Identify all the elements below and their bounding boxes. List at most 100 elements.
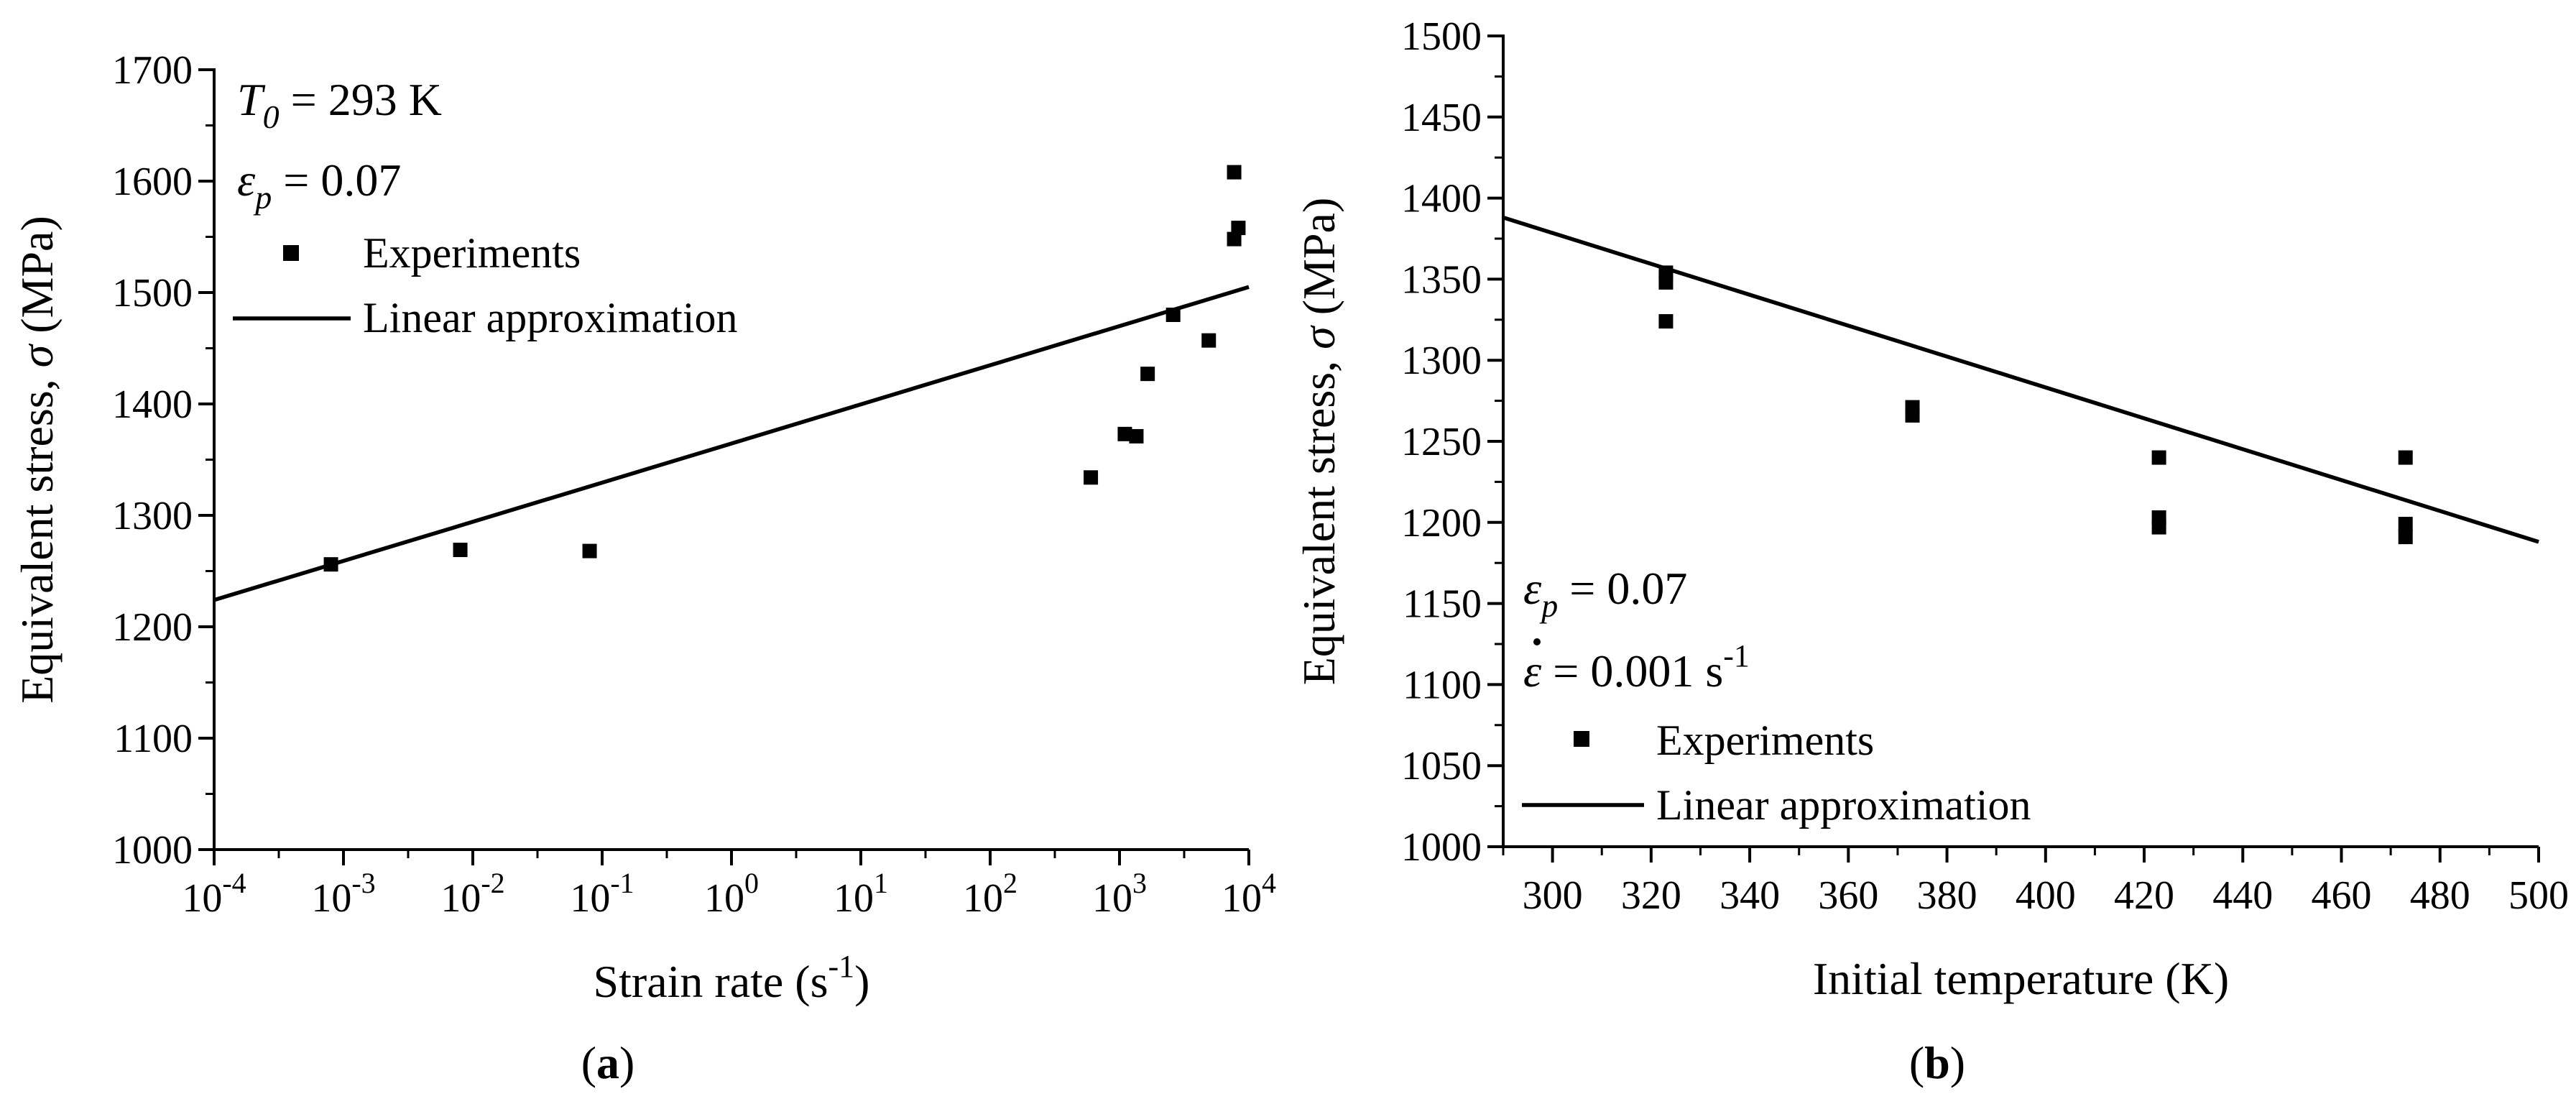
annotation-superscript: -1 xyxy=(1723,638,1750,673)
x-tick-base: 10 xyxy=(1222,876,1262,921)
legend-label-experiments: Experiments xyxy=(363,229,581,277)
experiment-point xyxy=(1084,470,1099,485)
annotation-subscript: p xyxy=(1539,587,1558,624)
x-tick-base: 10 xyxy=(1092,876,1132,921)
annotation-subscript: p xyxy=(253,179,272,216)
x-tick-label: 440 xyxy=(2212,873,2273,918)
strain-rate-dot xyxy=(1533,638,1541,645)
annotation-value: = 0.07 xyxy=(1558,563,1687,614)
x-tick-label: 360 xyxy=(1818,873,1878,918)
x-tick-label: 480 xyxy=(2410,873,2470,918)
experiment-point xyxy=(1201,333,1217,348)
experiment-point xyxy=(323,557,338,572)
x-tick-label: 10-3 xyxy=(311,867,375,921)
x-tick-base: 10 xyxy=(570,876,610,921)
annotation-subscript: 0 xyxy=(263,98,280,135)
annotation-symbol: T xyxy=(237,74,266,125)
x-tick-label: 320 xyxy=(1621,873,1681,918)
linear-approximation-line xyxy=(1502,216,2539,544)
y-axis-title-symbol: σ xyxy=(1293,325,1344,349)
y-tick-label: 1000 xyxy=(1401,825,1482,870)
legend-label-experiments: Experiments xyxy=(1656,717,1874,764)
y-tick-label: 1700 xyxy=(112,48,193,93)
experiment-point xyxy=(2398,517,2413,532)
panel-label-letter: a xyxy=(596,1037,619,1088)
y-axis-title-unit: (MPa) xyxy=(1293,198,1344,327)
y-tick-label: 1400 xyxy=(1401,177,1482,221)
y-tick-label: 1600 xyxy=(112,160,193,204)
panel-label-open: ( xyxy=(581,1037,596,1088)
x-axis-title-tail: ) xyxy=(854,956,869,1007)
y-tick-label: 1500 xyxy=(1401,14,1482,59)
annotation-strain-rate: ε = 0.001 s-1 xyxy=(1523,638,1750,696)
x-tick-label: 104 xyxy=(1222,867,1276,921)
x-tick-label: 103 xyxy=(1092,867,1147,921)
x-tick-label: 460 xyxy=(2312,873,2372,918)
x-tick-exponent: 3 xyxy=(1132,867,1147,899)
experiment-point xyxy=(1231,221,1246,236)
legend-marker-experiments xyxy=(283,245,299,261)
x-tick-exponent: 0 xyxy=(744,867,759,899)
experiment-point xyxy=(1227,231,1242,247)
experiment-point xyxy=(2151,520,2166,535)
panel-b: 1000 1050 1100 1150 1200 1250 1300 1350 1400 1450… xyxy=(1293,14,2569,1088)
experiment-point xyxy=(453,543,468,558)
annotation-value: = 0.001 s xyxy=(1541,645,1723,696)
panel-label-b: (b) xyxy=(1909,1037,1965,1088)
x-axis-title: Strain rate (s-1) xyxy=(594,949,870,1007)
experiment-point xyxy=(1140,367,1155,382)
x-tick-exponent: -2 xyxy=(481,867,504,899)
x-axis-title-text: Initial temperature (K) xyxy=(1813,953,2229,1004)
y-axis-title-symbol: σ xyxy=(11,343,63,367)
experiment-point xyxy=(1227,165,1242,180)
x-axis-title: Initial temperature (K) xyxy=(1813,953,2229,1004)
legend-label-line: Linear approximation xyxy=(1656,781,2031,829)
y-tick-label: 1350 xyxy=(1401,257,1482,302)
panel-label-open: ( xyxy=(1909,1037,1924,1088)
x-tick-label: 10-2 xyxy=(440,867,504,921)
x-tick-label: 500 xyxy=(2508,873,2569,918)
annotation-value: = 293 K xyxy=(280,74,442,125)
x-tick-label: 340 xyxy=(1719,873,1780,918)
x-tick-exponent: -3 xyxy=(351,867,375,899)
x-tick-label: 10-1 xyxy=(570,867,634,921)
x-tick-exponent: -4 xyxy=(222,867,246,899)
y-tick-label: 1250 xyxy=(1401,420,1482,464)
x-axis-title-text: Strain rate (s xyxy=(594,956,828,1007)
annotation-symbol: ε xyxy=(1523,563,1542,614)
y-axis-title-unit: (MPa) xyxy=(11,216,63,345)
x-tick-label: 102 xyxy=(963,867,1017,921)
y-axis-title: Equivalent stress, σ (MPa) xyxy=(1293,198,1344,686)
experiment-point xyxy=(1117,426,1132,441)
x-tick-exponent: 2 xyxy=(1003,867,1017,899)
annotation-symbol: ε xyxy=(237,155,256,206)
x-tick-label: 420 xyxy=(2114,873,2174,918)
annotation-temperature: T0 = 293 K xyxy=(237,74,442,135)
x-tick-base: 10 xyxy=(440,876,481,921)
annotation-plastic-strain: εp = 0.07 xyxy=(237,155,401,216)
experiment-point xyxy=(2151,450,2166,465)
experiment-point xyxy=(2398,450,2413,465)
y-tick-label: 1450 xyxy=(1401,96,1482,140)
x-axis-title-superscript: -1 xyxy=(828,949,855,984)
legend-marker-experiments xyxy=(1574,731,1589,747)
panel-label-letter: b xyxy=(1924,1037,1950,1088)
x-tick-base: 10 xyxy=(704,876,744,921)
x-tick-exponent: 4 xyxy=(1262,867,1276,899)
y-tick-label: 1500 xyxy=(112,271,193,316)
y-tick-label: 1300 xyxy=(112,494,193,538)
y-tick-label: 1200 xyxy=(112,605,193,650)
y-tick-label: 1050 xyxy=(1401,744,1482,788)
y-tick-label: 1400 xyxy=(112,382,193,427)
y-tick-label: 1200 xyxy=(1401,501,1482,546)
x-tick-exponent: -1 xyxy=(610,867,634,899)
experiment-point xyxy=(1658,314,1674,329)
experiment-point xyxy=(1658,275,1674,290)
panel-label-close: ) xyxy=(619,1037,634,1088)
linear-approximation-line xyxy=(213,285,1250,602)
x-tick-base: 10 xyxy=(963,876,1003,921)
x-tick-label: 380 xyxy=(1917,873,1977,918)
legend-label-line: Linear approximation xyxy=(363,294,737,341)
